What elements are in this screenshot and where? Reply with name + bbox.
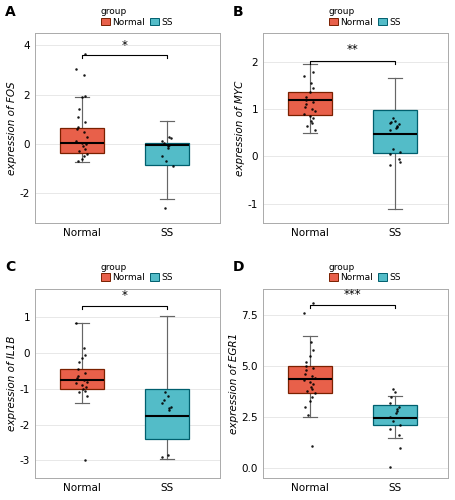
- Bar: [60, 369, 104, 389]
- Legend: Normal, SS: Normal, SS: [327, 261, 403, 284]
- Legend: Normal, SS: Normal, SS: [99, 6, 175, 28]
- Text: ***: ***: [344, 288, 361, 301]
- Y-axis label: expression of MYC: expression of MYC: [235, 80, 245, 176]
- Bar: [145, 389, 189, 439]
- Bar: [373, 110, 417, 152]
- Bar: [288, 366, 332, 392]
- Text: *: *: [121, 290, 127, 302]
- Y-axis label: expression of IL1B: expression of IL1B: [7, 336, 17, 431]
- Bar: [373, 405, 417, 425]
- Text: A: A: [5, 5, 16, 19]
- Text: B: B: [233, 5, 244, 19]
- Bar: [288, 92, 332, 114]
- Legend: Normal, SS: Normal, SS: [99, 261, 175, 284]
- Y-axis label: expression of EGR1: expression of EGR1: [228, 333, 238, 434]
- Text: C: C: [5, 260, 15, 274]
- Text: D: D: [233, 260, 245, 274]
- Text: **: **: [347, 43, 359, 56]
- Bar: [145, 142, 189, 165]
- Bar: [60, 128, 104, 152]
- Y-axis label: expression of FOS: expression of FOS: [7, 81, 17, 174]
- Legend: Normal, SS: Normal, SS: [327, 6, 403, 28]
- Text: *: *: [121, 38, 127, 52]
